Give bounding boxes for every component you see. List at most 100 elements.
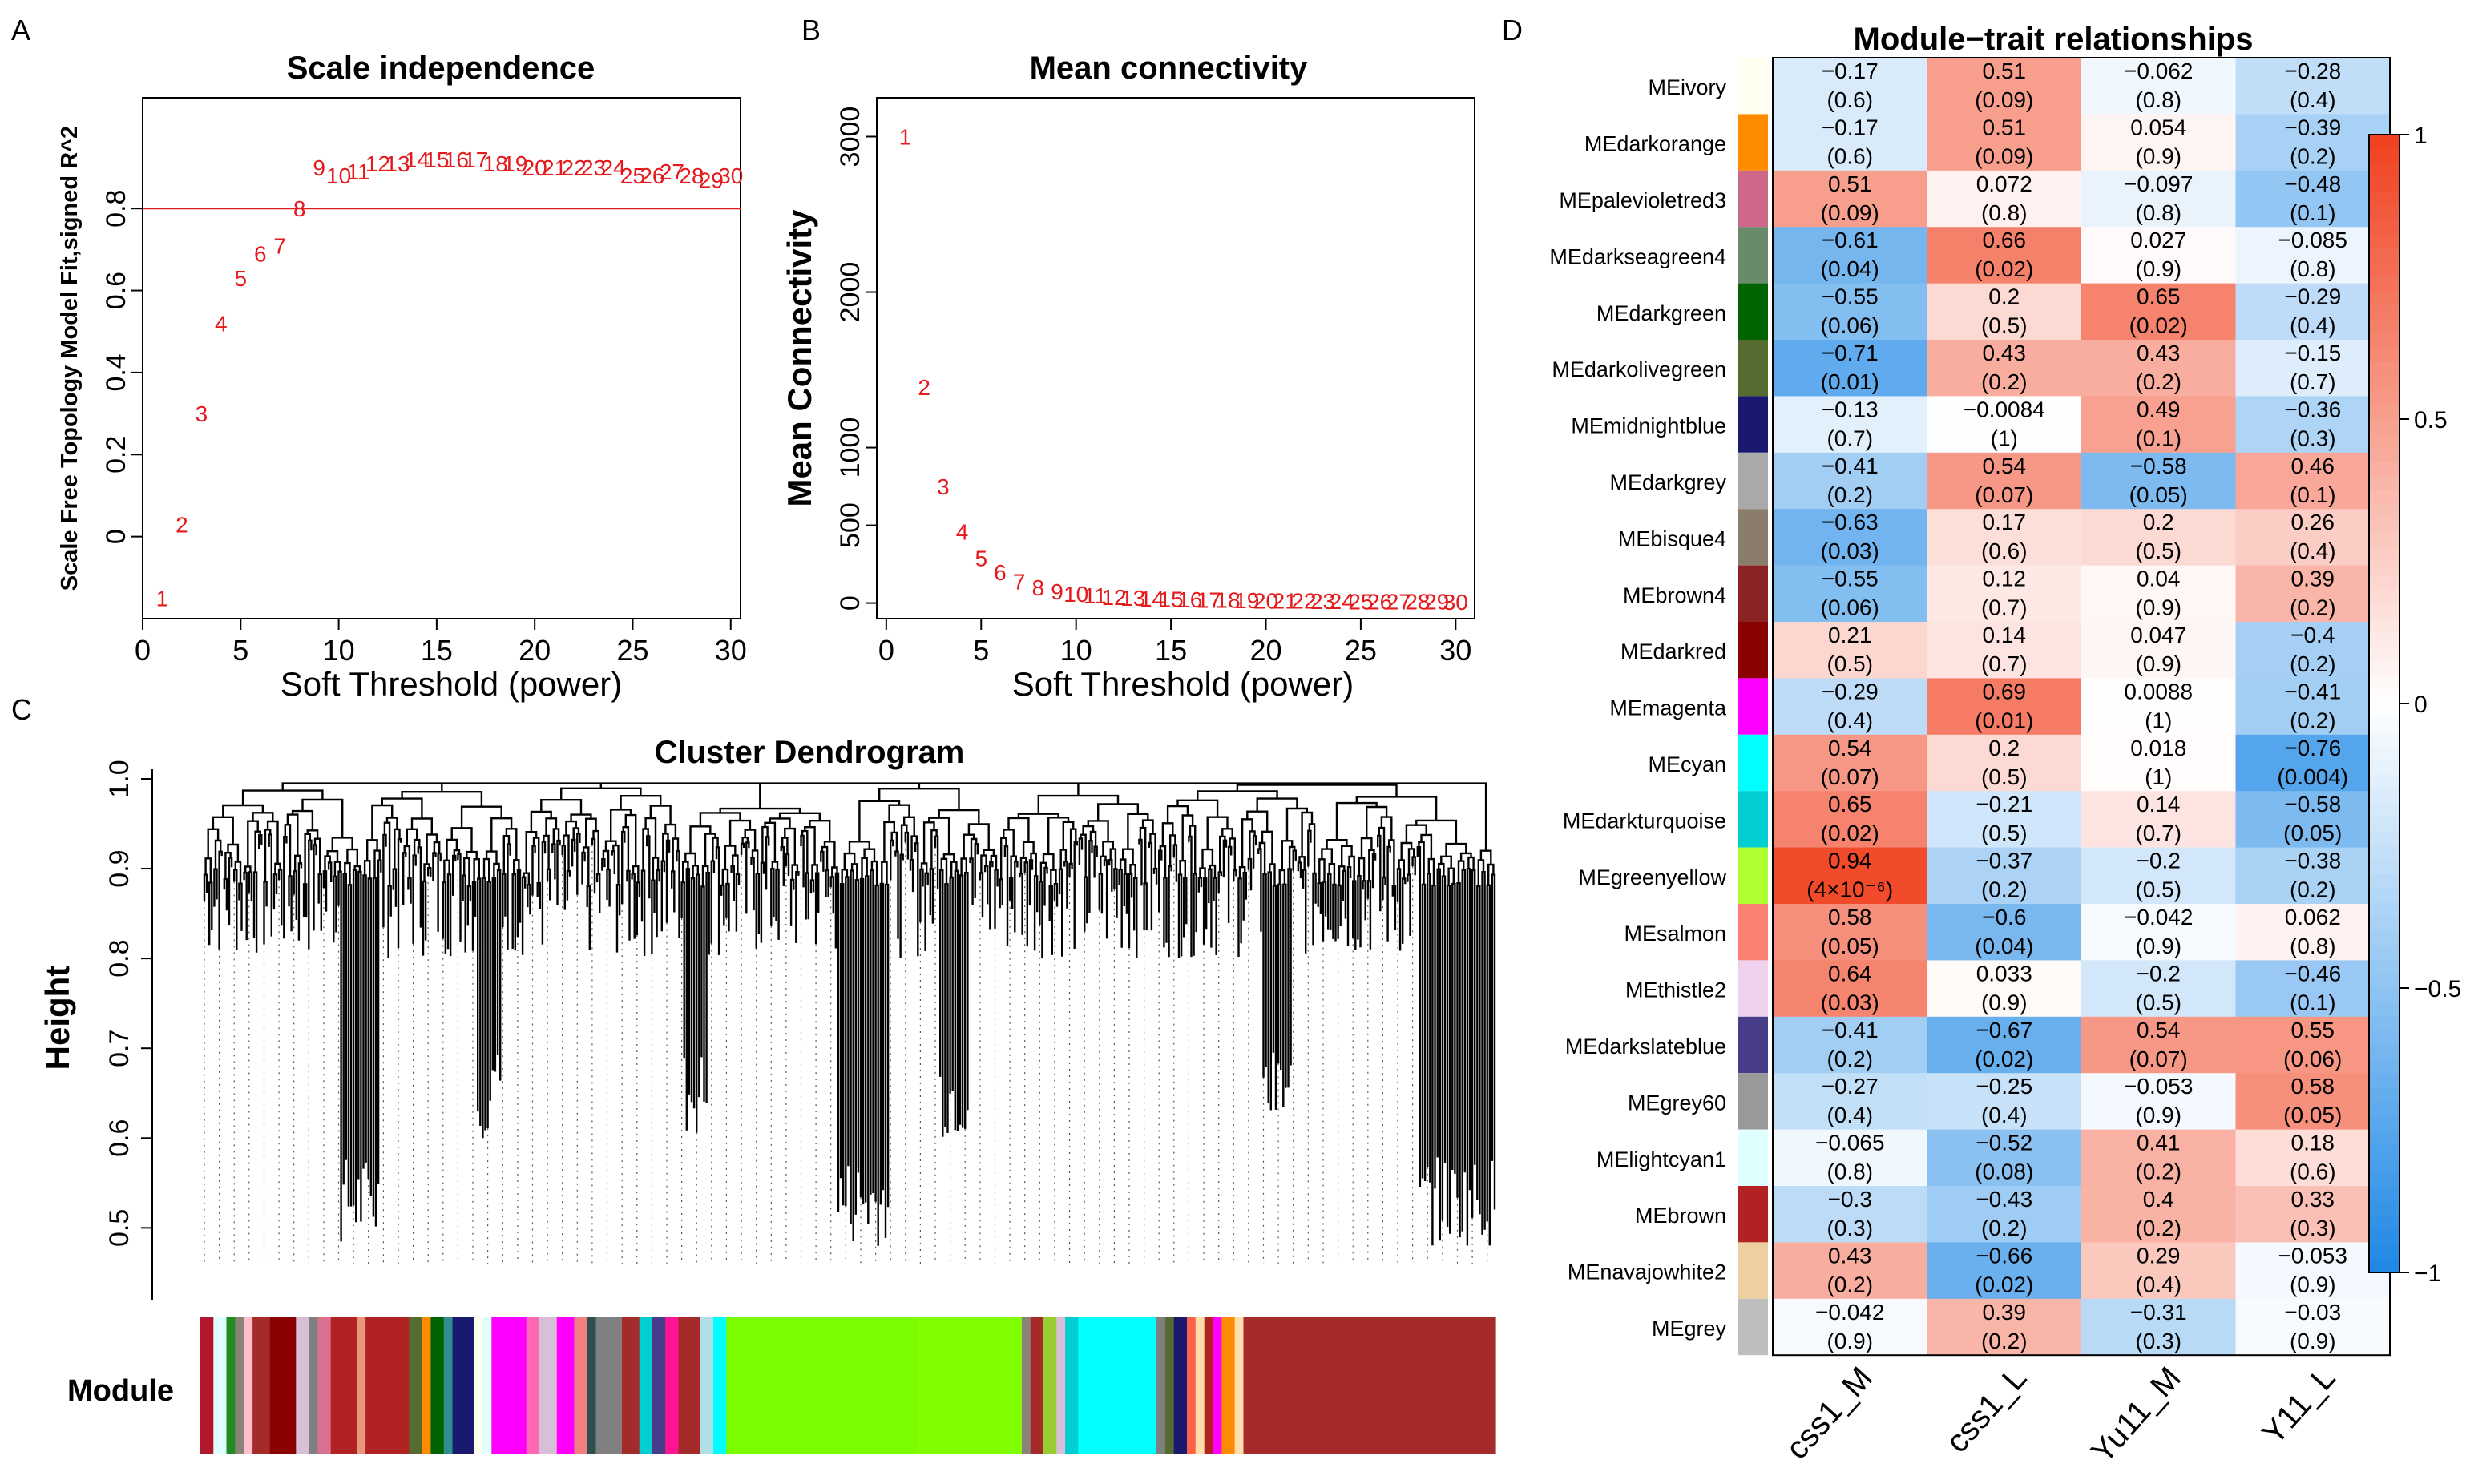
legend-gradient-step (2369, 476, 2399, 491)
module-swatch (1738, 396, 1768, 453)
module-swatch (1738, 904, 1768, 961)
heatmap-cell-pvalue: (0.1) (2135, 425, 2181, 450)
heatmap-cell-correlation: 0.29 (2137, 1243, 2181, 1268)
heatmap-cell-correlation: −0.76 (2284, 736, 2341, 760)
heatmap-cell-pvalue: (0.9) (1981, 990, 2028, 1014)
heatmap-cell-pvalue: (0.04) (1821, 256, 1879, 281)
legend-gradient-step (2369, 1073, 2399, 1089)
panel-a-point: 12 (365, 151, 390, 176)
module-swatch (1738, 509, 1768, 566)
legend-gradient-step (2369, 533, 2399, 548)
heatmap-cell (2081, 791, 2236, 849)
panel-d-color-legend: 1 0.5 0 −0.5 −1 (2368, 123, 2461, 1287)
panel-c-axes: 0.5 0.6 0.7 0.8 0.9 1.0 (104, 760, 152, 1247)
panel-b-point: 12 (1101, 585, 1126, 610)
heatmap-cell (2081, 396, 2236, 454)
heatmap-cell (1927, 340, 2082, 397)
panel-b-point: 10 (1063, 582, 1088, 607)
heatmap-cell-correlation: −0.21 (1976, 792, 2032, 817)
heatmap-cell-pvalue: (0.2) (1826, 482, 1873, 507)
panel-a-title: Scale independence (287, 50, 595, 86)
legend-gradient-step (2369, 831, 2399, 847)
module-swatch (1738, 340, 1768, 397)
module-color-segment (213, 1317, 228, 1454)
heatmap-cell (2081, 58, 2236, 115)
heatmap-cell-correlation: 0.43 (1983, 341, 2027, 365)
heatmap-cell-correlation: −0.065 (1815, 1131, 1884, 1155)
heatmap-cell (2235, 1129, 2391, 1187)
heatmap-cell-correlation: −0.48 (2284, 171, 2341, 196)
module-row-label: MEmagenta (1609, 696, 1727, 720)
heatmap-cell-correlation: −0.66 (1976, 1243, 2032, 1268)
heatmap-cell (1773, 1016, 1927, 1074)
module-swatch (1738, 1129, 1768, 1186)
panel-b-point: 28 (1405, 590, 1430, 615)
heatmap-cell-pvalue: (1) (2145, 708, 2172, 732)
heatmap-cell-correlation: 0.17 (1983, 510, 2027, 534)
heatmap-cell-correlation: −0.67 (1976, 1018, 2032, 1042)
heatmap-cell (1773, 847, 1927, 905)
legend-gradient-step (2369, 390, 2399, 406)
module-swatch (1738, 734, 1768, 792)
panel-b-xtick-label: 25 (1345, 634, 1377, 667)
heatmap-cell (2235, 283, 2391, 341)
heatmap-cell-correlation: 0.54 (2137, 1018, 2181, 1042)
heatmap-cell (1773, 734, 1927, 792)
heatmap-cell (1927, 1073, 2082, 1131)
heatmap-cell-correlation: 0.26 (2291, 510, 2335, 534)
panel-c-ylabel: Height (38, 966, 76, 1071)
heatmap-cell-pvalue: (0.3) (2290, 425, 2336, 450)
heatmap-cell-pvalue: (0.09) (1975, 87, 2033, 112)
heatmap-cell (2235, 114, 2391, 171)
panel-a-point: 30 (718, 163, 743, 188)
module-row-label: MEgreenyellow (1578, 865, 1726, 889)
panel-a-point: 7 (273, 233, 286, 258)
module-row-label: MEmidnightblue (1571, 414, 1726, 438)
heatmap-cell-correlation: −0.03 (2284, 1300, 2341, 1325)
heatmap-cell-correlation: −0.053 (2278, 1243, 2347, 1268)
panel-a-ytick-label: 0.8 (101, 190, 131, 228)
panel-b-point: 5 (975, 546, 987, 571)
heatmap-cell (2235, 340, 2391, 397)
heatmap-cell-correlation: −0.55 (1822, 567, 1879, 591)
panel-b-point: 21 (1273, 588, 1298, 613)
heatmap-cell-correlation: 0.21 (1828, 623, 1872, 647)
heatmap-cell (2081, 1016, 2236, 1074)
module-row-label: MEcyan (1648, 752, 1726, 776)
heatmap-cell-pvalue: (0.7) (1981, 595, 2028, 620)
heatmap-cell-pvalue: (0.5) (1981, 821, 2028, 845)
heatmap-cell-correlation: 0.04 (2137, 567, 2181, 591)
module-color-segment (1173, 1317, 1188, 1454)
heatmap-cell-pvalue: (0.2) (2290, 143, 2336, 168)
heatmap-cell-pvalue: (0.5) (2135, 877, 2181, 902)
heatmap-cell (1773, 678, 1927, 736)
module-color-segment (474, 1317, 483, 1454)
panel-a-xtick-label: 20 (519, 634, 551, 667)
heatmap-cell (2081, 283, 2236, 341)
legend-gradient-step (2369, 1030, 2399, 1046)
legend-gradient-step (2369, 518, 2399, 534)
heatmap-cell-pvalue: (0.5) (1981, 764, 2028, 789)
legend-gradient-step (2369, 248, 2399, 264)
heatmap-cell-correlation: −0.17 (1822, 58, 1879, 83)
module-swatch (1738, 1298, 1768, 1356)
heatmap-cell-correlation: −0.085 (2278, 228, 2347, 252)
heatmap-cell (2081, 1129, 2236, 1187)
heatmap-cell-pvalue: (0.09) (1975, 143, 2033, 168)
module-color-segment (1243, 1317, 1496, 1454)
heatmap-cell-pvalue: (0.4) (1826, 708, 1873, 732)
module-color-segment (269, 1317, 297, 1454)
panel-a-point: 22 (562, 155, 587, 180)
legend-gradient-step (2369, 1229, 2399, 1245)
heatmap-cell-pvalue: (0.05) (2283, 821, 2342, 845)
legend-gradient-step (2369, 760, 2399, 776)
heatmap-cell-pvalue: (0.3) (1826, 1216, 1873, 1240)
legend-gradient-step (2369, 291, 2399, 306)
module-color-segment (526, 1317, 540, 1454)
heatmap-cell-correlation: −0.61 (1822, 228, 1879, 252)
heatmap-cell (2235, 734, 2391, 792)
heatmap-cell-pvalue: (0.1) (2290, 200, 2336, 225)
panel-b-xtick-label: 15 (1155, 634, 1187, 667)
heatmap-cell-correlation: −0.37 (1976, 849, 2032, 873)
